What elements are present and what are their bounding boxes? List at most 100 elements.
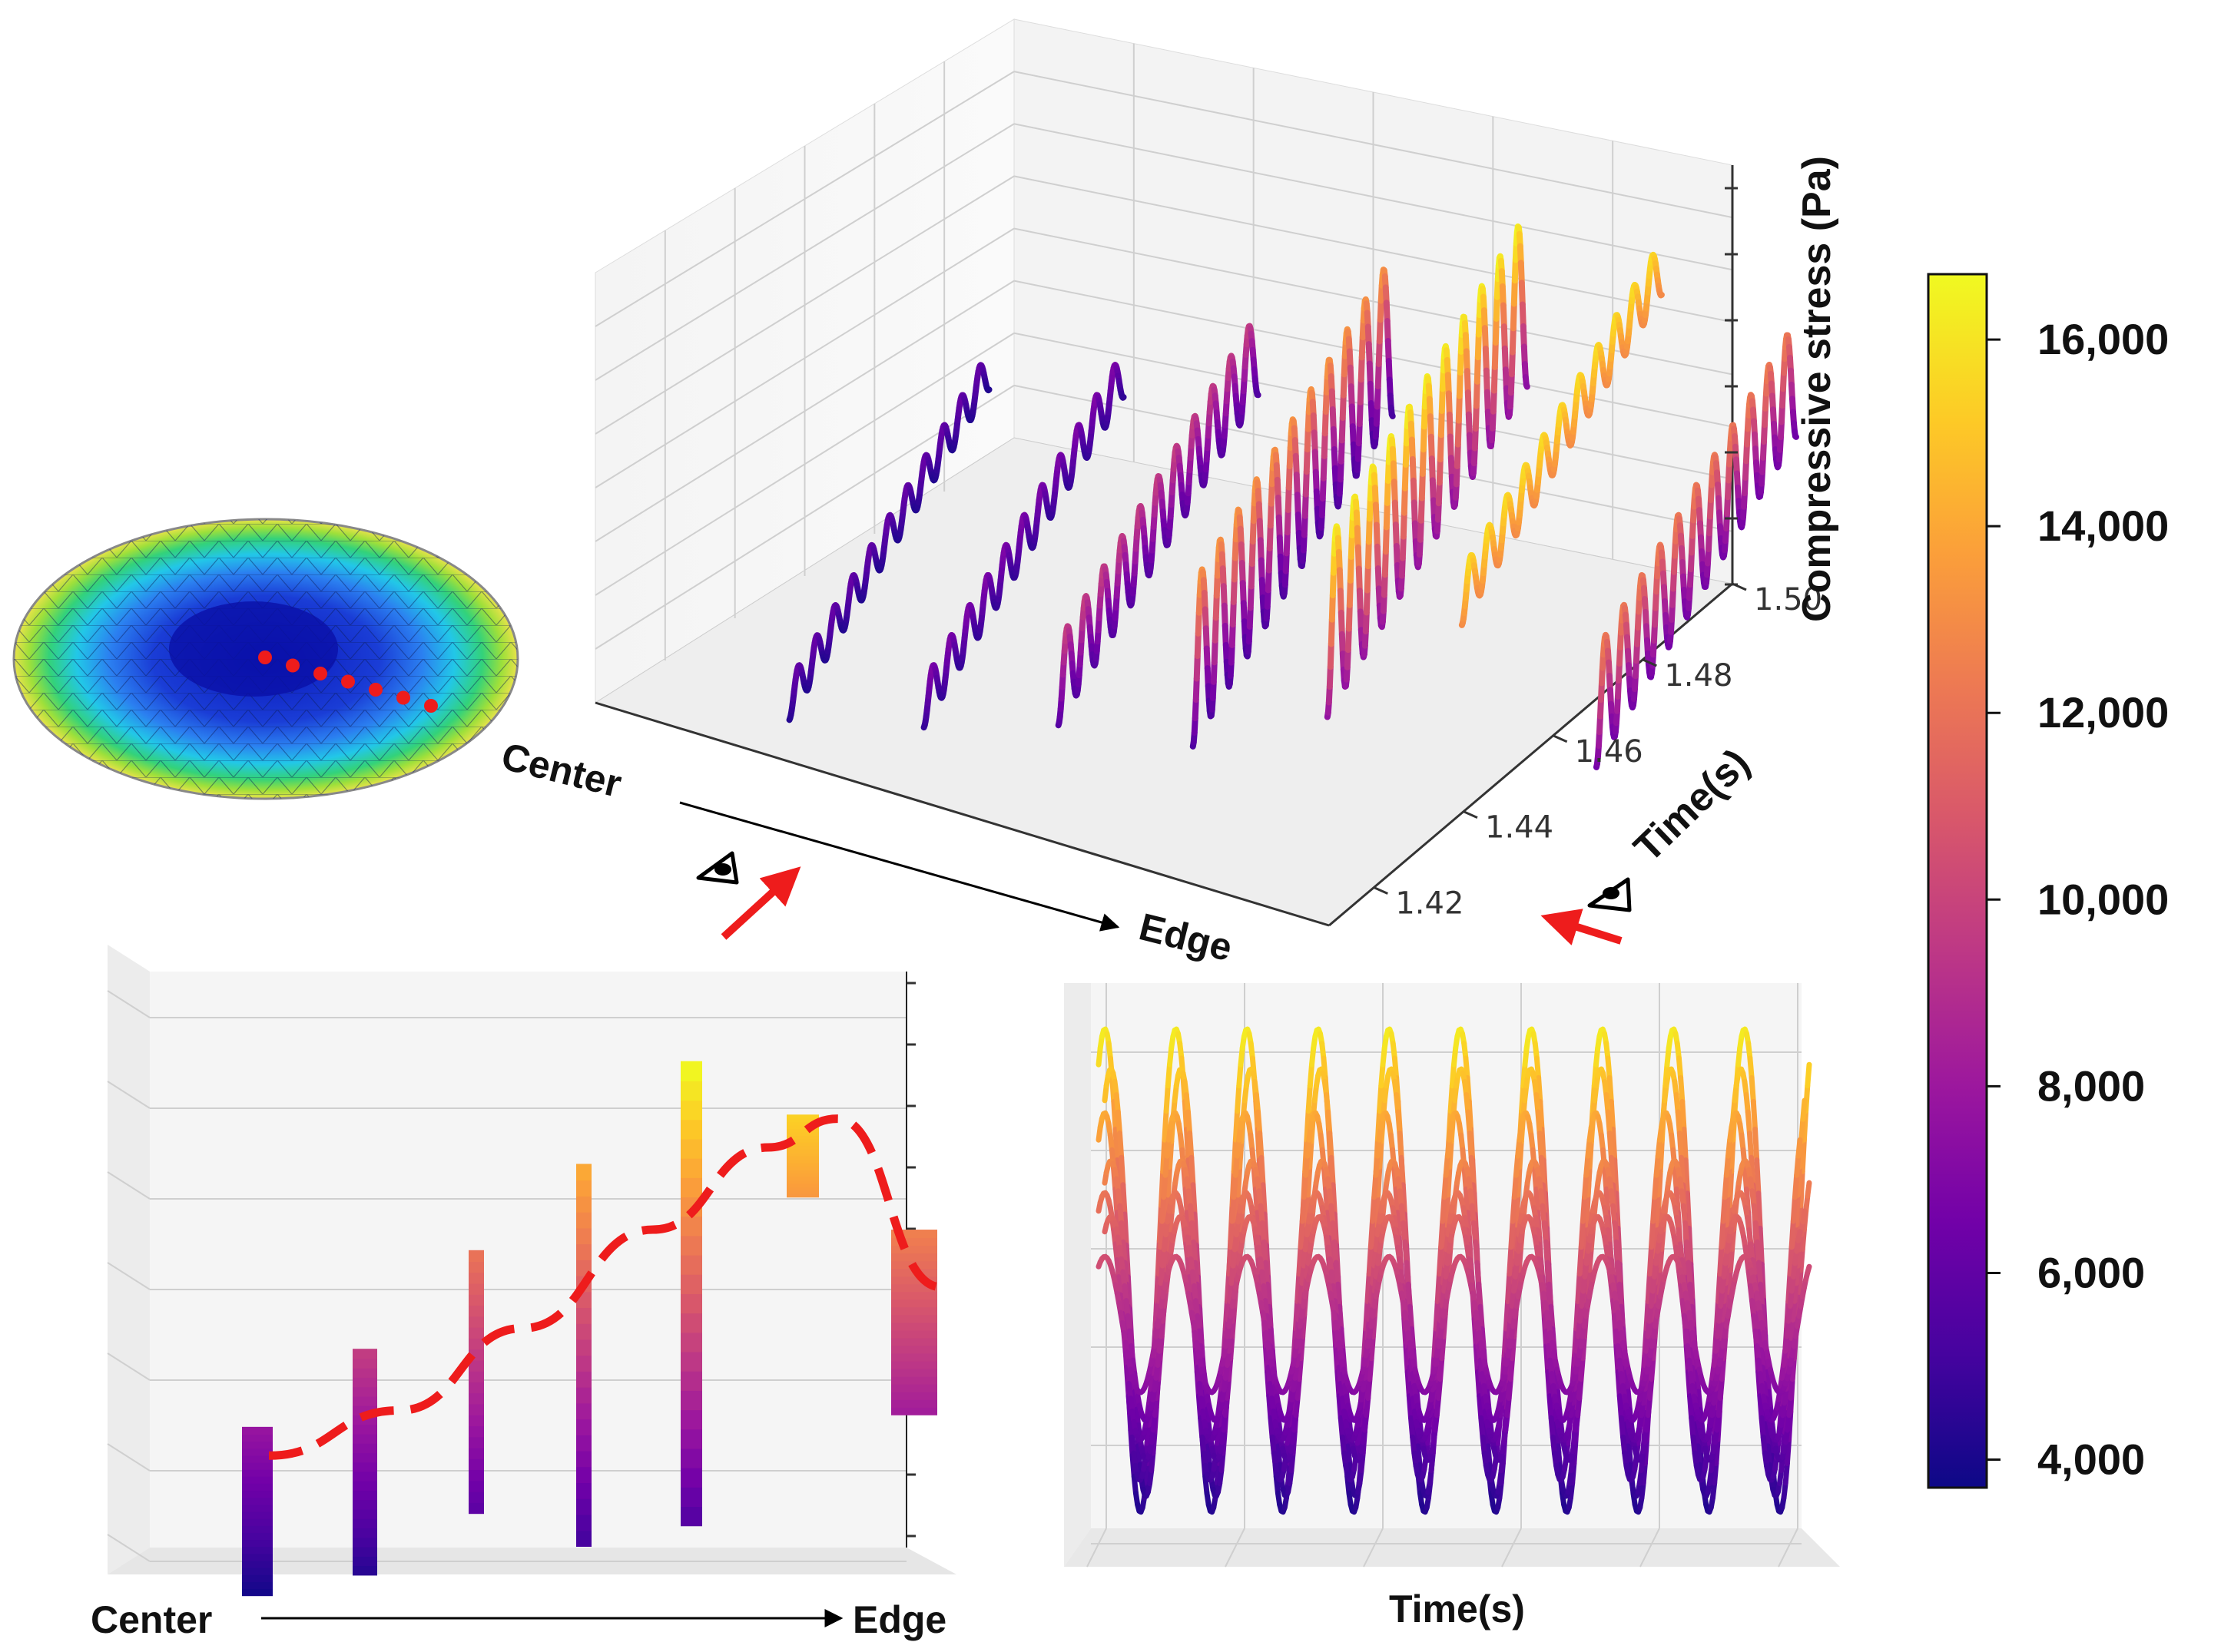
series-segment — [1338, 437, 1345, 465]
band-segment — [891, 1306, 937, 1316]
band-segment — [242, 1539, 273, 1548]
view-arrow-left — [721, 866, 801, 940]
series-segment — [1155, 1244, 1163, 1277]
series-segment — [1162, 1108, 1169, 1143]
series-segment — [1451, 1045, 1459, 1068]
series-segment — [1156, 1280, 1164, 1304]
series-segment — [1238, 1209, 1245, 1233]
band-segment — [353, 1452, 377, 1463]
series-segment — [1533, 1055, 1542, 1081]
series-segment — [1684, 1239, 1692, 1266]
series-segment — [1338, 1415, 1345, 1440]
series-segment — [1546, 1393, 1554, 1421]
series-segment — [1259, 1220, 1267, 1245]
series-segment — [1158, 1263, 1165, 1286]
series-segment — [1474, 1260, 1482, 1287]
band-segment — [891, 1345, 937, 1354]
series-segment — [1586, 1246, 1594, 1273]
series-segment — [1371, 1172, 1379, 1200]
band-segment — [576, 1482, 592, 1499]
series-line-1 — [920, 362, 1127, 731]
series-segment — [1393, 1186, 1401, 1216]
series-segment — [1473, 354, 1481, 385]
series-segment — [1185, 1256, 1192, 1280]
series-segment — [1439, 1334, 1447, 1362]
series-segment — [1410, 1434, 1417, 1456]
series-segment — [1288, 1450, 1296, 1474]
series-segment — [1583, 1192, 1591, 1228]
band-segment — [469, 1283, 484, 1295]
series-segment — [1682, 1220, 1690, 1245]
series-segment — [1198, 1415, 1205, 1440]
series-segment — [1213, 572, 1221, 599]
series-segment — [1792, 1280, 1799, 1304]
y-tick — [1553, 734, 1568, 743]
series-segment — [1606, 1074, 1614, 1104]
series-segment — [1472, 402, 1480, 432]
series-segment — [1391, 478, 1398, 506]
series-segment — [1650, 1194, 1658, 1224]
series-segment — [1541, 1220, 1549, 1245]
series-segment — [1443, 1153, 1450, 1178]
series-segment — [1117, 1130, 1125, 1160]
y-tick — [1373, 886, 1388, 895]
series-segment — [1420, 403, 1428, 430]
series-segment — [1480, 1434, 1487, 1456]
series-segment — [1143, 1460, 1151, 1486]
band-segment — [787, 1128, 819, 1133]
series-segment — [1407, 1303, 1415, 1332]
mesh-sample-dot — [341, 674, 355, 689]
band-segment — [681, 1351, 702, 1372]
series-segment — [1330, 1182, 1338, 1217]
plot3d-series — [786, 223, 1799, 770]
grid-line — [1501, 1528, 1522, 1568]
series-segment — [1508, 349, 1516, 378]
band-segment — [891, 1368, 937, 1377]
series-segment — [1182, 1186, 1190, 1216]
series-segment — [1373, 1153, 1381, 1178]
series-segment — [1694, 1369, 1702, 1395]
band-segment — [242, 1560, 273, 1568]
series-segment — [1329, 569, 1337, 599]
mesh-sample-dot — [396, 690, 410, 705]
series-segment — [1334, 1347, 1342, 1370]
band-segment — [787, 1176, 819, 1180]
series-segment — [1328, 1154, 1336, 1188]
series-segment — [1546, 1281, 1554, 1309]
series-segment — [1152, 1395, 1160, 1419]
series-segment — [1205, 1443, 1213, 1468]
series-segment — [1120, 1182, 1128, 1217]
series-segment — [1330, 1220, 1338, 1245]
series-segment — [1222, 622, 1229, 648]
series-segment — [1303, 1153, 1311, 1178]
y-tick-label: 1.50 — [1754, 582, 1822, 617]
series-segment — [1536, 1074, 1543, 1104]
series-segment — [1679, 1098, 1687, 1132]
series-segment — [1381, 571, 1388, 598]
band-segment — [576, 1419, 592, 1435]
series-segment — [1167, 1045, 1175, 1068]
band-segment — [353, 1376, 377, 1388]
grid-line — [595, 71, 1015, 327]
series-segment — [1717, 1376, 1725, 1401]
series-segment — [1608, 1154, 1616, 1188]
series-line-5 — [1458, 251, 1665, 628]
series-segment — [1680, 1203, 1688, 1226]
series-segment — [1326, 664, 1334, 690]
band-segment — [576, 1164, 592, 1181]
plot3d: 1.421.441.461.481.50 Compressive stress … — [497, 18, 1839, 969]
series-segment — [1212, 614, 1219, 644]
band-segment — [242, 1553, 273, 1561]
plot3-series — [1096, 1026, 1812, 1515]
series-segment — [1338, 631, 1346, 657]
series-segment — [1365, 515, 1373, 545]
band-segment — [242, 1497, 273, 1505]
band-segment — [787, 1193, 819, 1198]
series-segment — [1682, 1157, 1690, 1197]
series-segment — [1502, 366, 1510, 392]
series-segment — [1261, 1239, 1269, 1266]
band-segment — [469, 1382, 484, 1394]
band-segment — [469, 1261, 484, 1273]
series-segment — [1618, 1415, 1626, 1440]
band-segment — [242, 1504, 273, 1512]
